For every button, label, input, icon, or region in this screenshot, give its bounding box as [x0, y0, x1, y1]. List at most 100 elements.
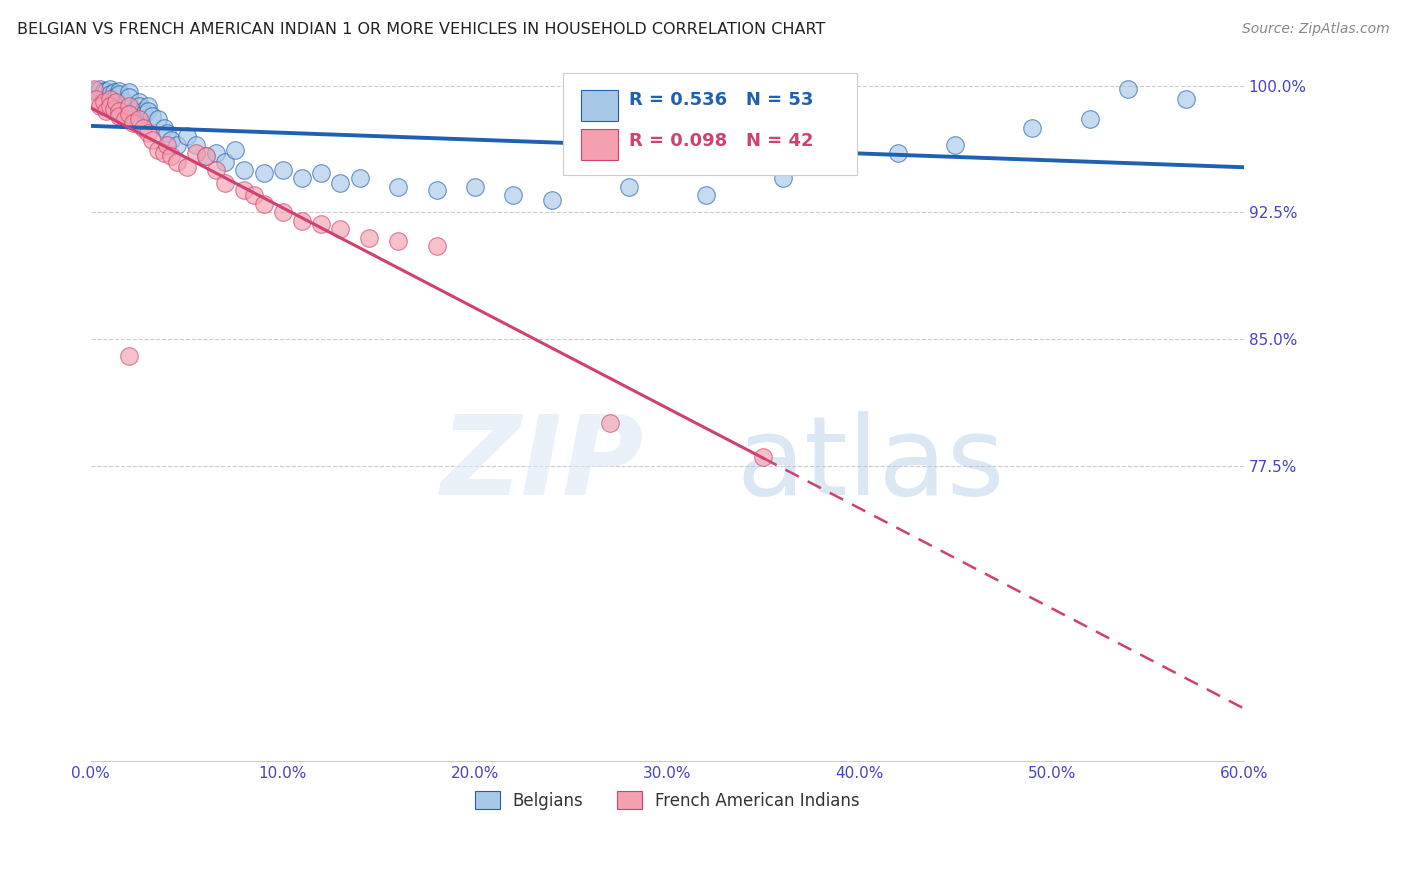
Point: [134, 107, 156, 121]
Point: [160, 132, 183, 146]
Point: [118, 90, 141, 104]
Point: [122, 116, 145, 130]
Point: [128, 112, 150, 127]
Point: [309, 166, 332, 180]
Point: [1175, 92, 1198, 106]
Point: [186, 137, 208, 152]
Point: [94, 84, 117, 98]
Point: [83, 84, 105, 98]
Point: [617, 179, 640, 194]
Point: [214, 177, 236, 191]
Point: [114, 95, 136, 110]
Point: [349, 171, 371, 186]
Point: [464, 179, 486, 194]
Point: [329, 222, 352, 236]
Point: [291, 213, 314, 227]
Point: [772, 171, 794, 186]
Point: [118, 85, 141, 99]
Point: [94, 103, 117, 118]
Point: [152, 120, 174, 135]
Point: [98, 87, 121, 101]
Point: [83, 82, 105, 96]
Point: [141, 132, 163, 146]
Point: [387, 234, 409, 248]
Point: [152, 146, 174, 161]
Point: [271, 163, 294, 178]
Point: [252, 166, 274, 180]
Point: [233, 183, 256, 197]
Point: [141, 109, 163, 123]
Point: [131, 120, 153, 135]
Point: [752, 450, 775, 464]
Text: atlas: atlas: [737, 411, 1005, 518]
Point: [166, 154, 188, 169]
Point: [118, 99, 141, 113]
Point: [93, 84, 115, 98]
Point: [118, 107, 141, 121]
Point: [128, 95, 150, 110]
Point: [309, 217, 332, 231]
Point: [108, 87, 131, 101]
FancyBboxPatch shape: [581, 129, 617, 161]
Point: [252, 196, 274, 211]
Point: [103, 85, 125, 99]
Point: [204, 163, 226, 178]
Point: [104, 88, 127, 103]
Point: [176, 129, 198, 144]
Point: [194, 149, 217, 163]
Point: [156, 126, 179, 140]
Point: [131, 103, 153, 118]
Point: [243, 188, 266, 202]
Point: [233, 163, 256, 178]
Point: [89, 82, 111, 96]
Point: [114, 112, 136, 127]
Point: [98, 92, 121, 106]
Text: Source: ZipAtlas.com: Source: ZipAtlas.com: [1241, 22, 1389, 37]
Point: [89, 99, 111, 113]
Point: [118, 349, 141, 363]
Point: [166, 137, 188, 152]
Point: [1118, 82, 1140, 96]
Point: [271, 205, 294, 219]
Point: [98, 82, 121, 96]
Point: [291, 171, 314, 186]
FancyBboxPatch shape: [564, 73, 858, 175]
Point: [146, 112, 169, 127]
Point: [98, 99, 121, 113]
Point: [695, 188, 717, 202]
FancyBboxPatch shape: [581, 90, 617, 120]
Point: [122, 103, 145, 118]
Point: [224, 143, 246, 157]
Point: [128, 99, 150, 113]
Text: R = 0.098   N = 42: R = 0.098 N = 42: [628, 132, 814, 150]
Point: [887, 146, 910, 161]
Point: [945, 137, 967, 152]
Point: [541, 194, 564, 208]
Point: [108, 109, 131, 123]
Point: [194, 149, 217, 163]
Point: [103, 102, 125, 116]
Point: [86, 92, 108, 106]
Point: [502, 188, 524, 202]
Point: [329, 177, 352, 191]
Point: [186, 146, 208, 161]
Point: [156, 137, 179, 152]
Legend: Belgians, French American Indians: Belgians, French American Indians: [468, 785, 866, 816]
Point: [104, 95, 127, 110]
Point: [359, 230, 381, 244]
Point: [387, 179, 409, 194]
Point: [146, 143, 169, 157]
Point: [176, 160, 198, 174]
Point: [160, 149, 183, 163]
Text: R = 0.536   N = 53: R = 0.536 N = 53: [628, 91, 814, 109]
Point: [599, 417, 621, 431]
Text: BELGIAN VS FRENCH AMERICAN INDIAN 1 OR MORE VEHICLES IN HOUSEHOLD CORRELATION CH: BELGIAN VS FRENCH AMERICAN INDIAN 1 OR M…: [17, 22, 825, 37]
Point: [214, 154, 236, 169]
Point: [204, 146, 226, 161]
Point: [136, 126, 159, 140]
Point: [136, 103, 159, 118]
Text: ZIP: ZIP: [440, 411, 644, 518]
Point: [136, 99, 159, 113]
Point: [108, 84, 131, 98]
Point: [1078, 112, 1101, 127]
